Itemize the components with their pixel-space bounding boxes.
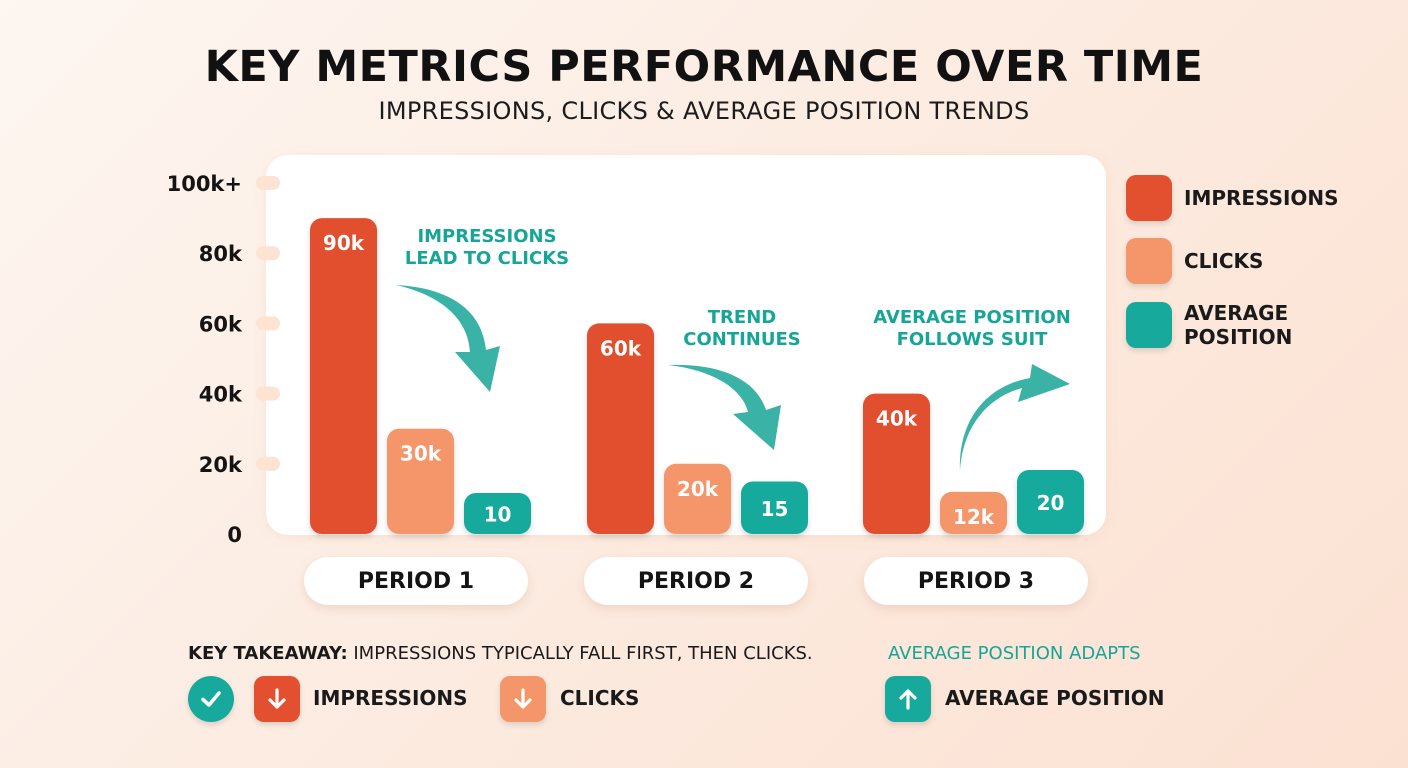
bar-average-position xyxy=(464,493,531,534)
curved-arrow-up-icon xyxy=(959,364,1070,472)
legend-item-average-position: AVERAGE POSITION xyxy=(1126,301,1292,349)
bar-value-label: 40k xyxy=(876,407,918,431)
key-takeaway-lead: KEY TAKEAWAY: xyxy=(188,643,348,664)
bar-value-label: 15 xyxy=(761,497,789,521)
curved-arrow-down-icon xyxy=(396,285,500,392)
legend-item-clicks: CLICKS xyxy=(1126,238,1263,284)
period-label-1: PERIOD 1 xyxy=(304,557,528,605)
bar-value-label: 20 xyxy=(1037,491,1065,515)
y-tick-marker xyxy=(256,246,280,261)
legend-label-impressions: IMPRESSIONS xyxy=(1184,186,1339,210)
bar-clicks xyxy=(387,428,454,534)
y-tick-marker xyxy=(256,316,280,331)
takeaway-label-clicks: CLICKS xyxy=(560,686,640,710)
y-tick-marker xyxy=(256,176,280,190)
bar-value-label: 20k xyxy=(677,477,719,501)
period-label-3: PERIOD 3 xyxy=(864,557,1088,605)
bar-average-position xyxy=(741,481,808,534)
legend-label-average-position: AVERAGE POSITION xyxy=(1184,301,1293,349)
bar-impressions xyxy=(310,218,377,534)
bar-value-label: 90k xyxy=(323,231,365,255)
legend-swatch-impressions xyxy=(1126,175,1172,221)
takeaway-label-impressions: IMPRESSIONS xyxy=(313,686,468,710)
bar-impressions xyxy=(863,393,930,534)
key-takeaway-text: IMPRESSIONS TYPICALLY FALL FIRST, THEN C… xyxy=(347,643,813,664)
legend-swatch-clicks xyxy=(1126,238,1172,284)
annotation-text: AVERAGE POSITION FOLLOWS SUIT xyxy=(873,307,1071,350)
key-takeaway: KEY TAKEAWAY: IMPRESSIONS TYPICALLY FALL… xyxy=(188,643,813,664)
key-takeaway-right: AVERAGE POSITION ADAPTS xyxy=(888,643,1141,664)
y-tick-marker xyxy=(256,386,280,401)
legend-label-clicks: CLICKS xyxy=(1184,249,1264,273)
y-tick-marker xyxy=(256,456,280,471)
chart-subtitle: IMPRESSIONS, CLICKS & AVERAGE POSITION T… xyxy=(378,97,1030,125)
chart-title: KEY METRICS PERFORMANCE OVER TIME xyxy=(204,42,1204,92)
takeaway-label-average-position: AVERAGE POSITION xyxy=(945,686,1165,710)
check-icon xyxy=(188,676,234,722)
bar-clicks xyxy=(940,491,1007,534)
arrow-down-icon xyxy=(500,676,546,722)
bar-impressions xyxy=(587,323,654,534)
y-tick-label: 100k+ xyxy=(167,172,242,196)
arrow-down-icon xyxy=(254,676,300,722)
y-tick-label: 80k xyxy=(199,242,243,266)
y-tick-label: 60k xyxy=(199,312,243,336)
annotation-text: IMPRESSIONS LEAD TO CLICKS xyxy=(405,226,569,269)
bar-average-position xyxy=(1017,470,1084,534)
y-tick-label: 40k xyxy=(199,383,243,407)
arrow-up-icon xyxy=(885,676,931,722)
bar-value-label: 12k xyxy=(953,505,995,529)
curved-arrow-down-icon xyxy=(668,364,781,450)
y-tick-label: 20k xyxy=(199,453,243,477)
legend-swatch-average-position xyxy=(1126,302,1172,348)
y-tick-label: 0 xyxy=(227,523,242,547)
bar-clicks xyxy=(664,463,731,534)
bar-value-label: 60k xyxy=(600,336,642,360)
annotation-text: TREND CONTINUES xyxy=(683,307,801,350)
period-label-2: PERIOD 2 xyxy=(584,557,808,605)
bar-value-label: 30k xyxy=(400,442,442,466)
legend-item-impressions: IMPRESSIONS xyxy=(1126,175,1339,221)
bar-value-label: 10 xyxy=(484,503,512,527)
